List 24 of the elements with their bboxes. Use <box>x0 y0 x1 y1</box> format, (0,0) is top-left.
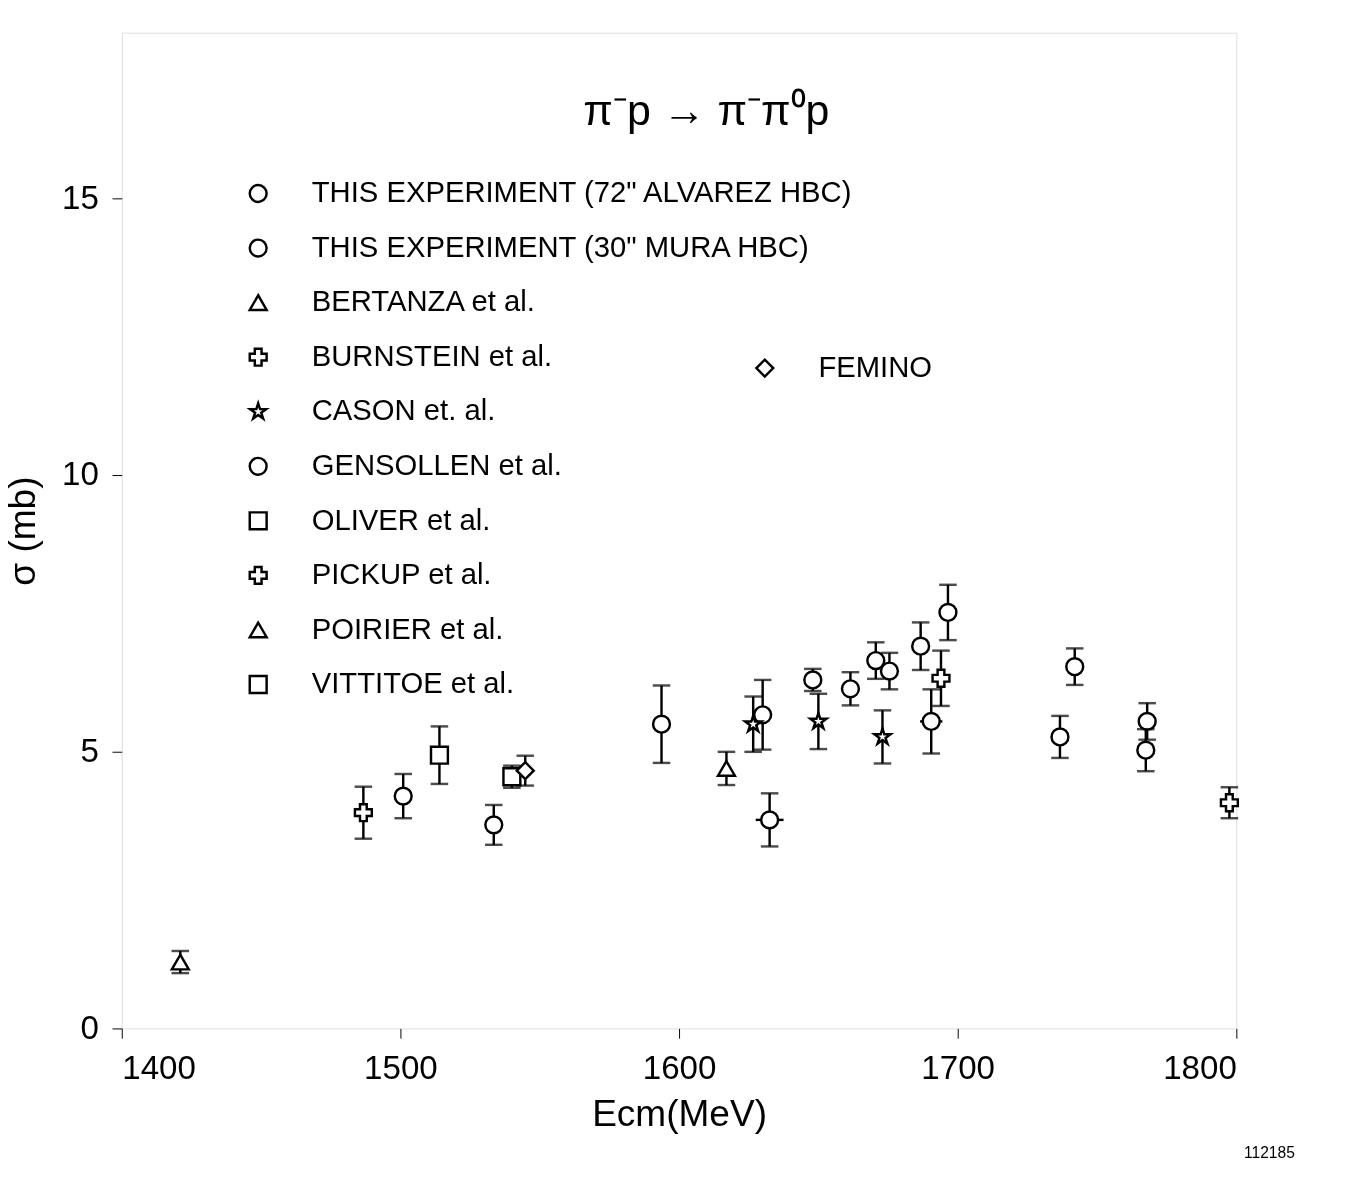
legend-label: VITTITOE et al. <box>311 667 515 700</box>
legend-label: GENSOLLEN et al. <box>311 449 562 482</box>
x-tick-label: 1700 <box>921 1048 996 1086</box>
x-axis-title: Ecm(MeV) <box>592 1092 767 1135</box>
text: π⁻p → π⁻π⁰p <box>583 86 830 135</box>
x-tick-label: 1800 <box>1163 1048 1237 1086</box>
y-tick-label: 15 <box>62 178 99 216</box>
y-axis-title: σ (mb) <box>0 476 43 586</box>
legend-label: PICKUP et al. <box>311 558 492 591</box>
text: 112185 <box>1243 1144 1296 1162</box>
legend-label: FEMINO <box>818 350 933 383</box>
legend-label: OLIVER et al. <box>311 503 491 536</box>
legend-label: CASON et. al. <box>311 394 496 427</box>
x-tick-label: 1400 <box>122 1048 196 1086</box>
y-tick-label: 10 <box>62 455 99 493</box>
y-tick-label: 0 <box>80 1008 99 1046</box>
legend-label: BURNSTEIN et al. <box>311 339 553 372</box>
x-tick-label: 1500 <box>364 1048 438 1086</box>
legend-label: BERTANZA et al. <box>311 285 535 318</box>
legend-label: THIS EXPERIMENT (30" MURA HBC) <box>311 230 809 263</box>
legend-label: THIS EXPERIMENT (72" ALVAREZ HBC) <box>311 176 852 209</box>
legend-label: POIRIER et al. <box>311 612 504 645</box>
x-tick-label: 1600 <box>642 1048 717 1086</box>
y-tick-label: 5 <box>80 732 99 770</box>
